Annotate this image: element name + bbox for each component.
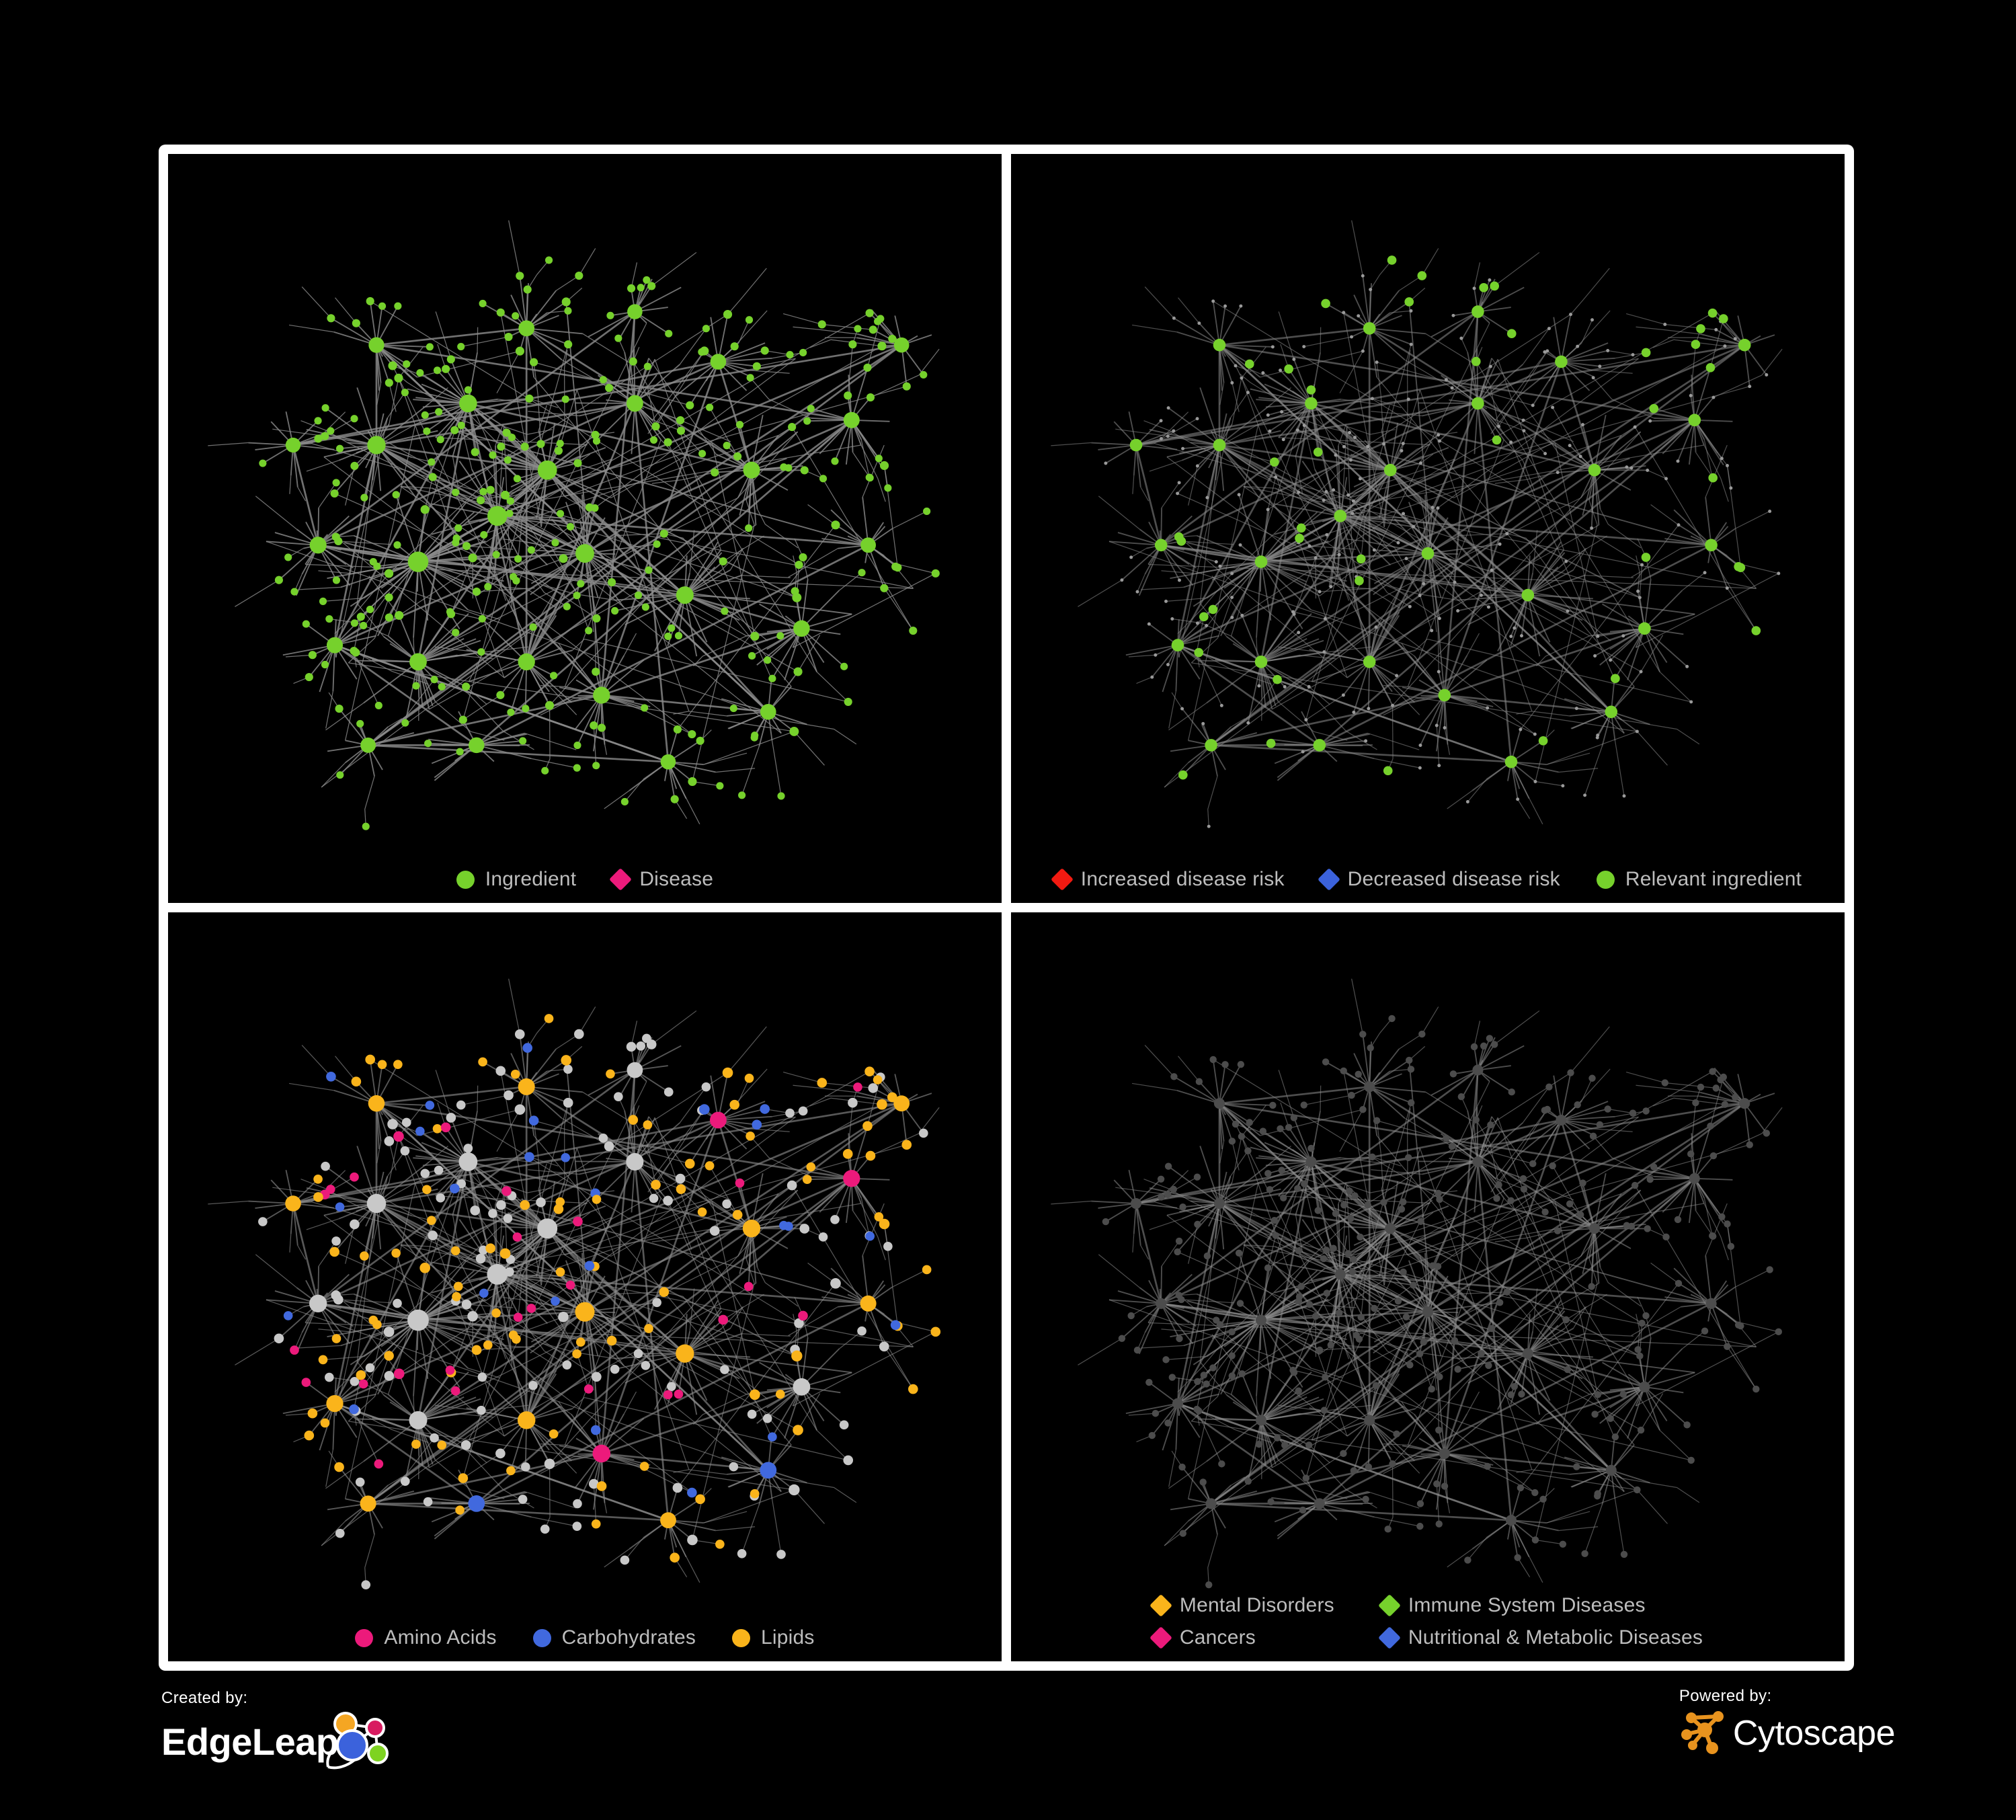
legend-item-increased-risk: Increased disease risk — [1050, 868, 1285, 891]
edgeleap-wordmark: EdgeLeap — [161, 1720, 339, 1763]
legend-item-mental-disorders: Mental Disorders — [1149, 1594, 1334, 1617]
legend-label-lipids: Lipids — [761, 1626, 815, 1649]
legend-item-amino-acids: Amino Acids — [355, 1628, 496, 1648]
legend-label-cancers: Cancers — [1179, 1626, 1256, 1649]
mental-disorders-marker-icon — [1149, 1594, 1172, 1617]
panel-ingredient-class[interactable]: Amino Acids Carbohydrates Lipids — [168, 912, 1002, 1661]
legend-label-ingredient: Ingredient — [485, 868, 577, 890]
disease-marker-icon — [609, 868, 633, 891]
decreased-risk-marker-icon — [1317, 868, 1340, 891]
edgeleap-logo-row: EdgeLeap — [161, 1709, 401, 1774]
legend-label-disease: Disease — [639, 868, 714, 890]
network-canvas-4[interactable] — [1011, 912, 1845, 1661]
legend-panel-3: Amino Acids Carbohydrates Lipids — [168, 1628, 1002, 1648]
relevant-ingredient-marker-icon — [1596, 870, 1615, 889]
panel-disease-class[interactable]: Mental Disorders Immune System Diseases … — [1011, 912, 1845, 1661]
metabolic-diseases-marker-icon — [1377, 1626, 1401, 1649]
legend-panel-2: Increased disease risk Decreased disease… — [1011, 868, 1845, 891]
created-by-label: Created by: — [161, 1689, 248, 1707]
ingredient-marker-icon — [456, 870, 475, 889]
network-canvas-2[interactable] — [1011, 154, 1845, 903]
amino-acids-marker-icon — [355, 1628, 374, 1647]
legend-panel-1: Ingredient Disease — [168, 868, 1002, 891]
legend-label-amino-acids: Amino Acids — [384, 1626, 497, 1649]
edgeleap-branding[interactable]: Created by: EdgeLeap — [161, 1689, 401, 1774]
legend-item-disease: Disease — [609, 868, 714, 891]
panel-disease-risk[interactable]: Increased disease risk Decreased disease… — [1011, 154, 1845, 903]
legend-label-mental-disorders: Mental Disorders — [1179, 1594, 1334, 1616]
legend-item-cancers: Cancers — [1149, 1626, 1334, 1649]
legend-item-ingredient: Ingredient — [456, 869, 576, 889]
figure-footer: Created by: EdgeLeap — [0, 1672, 2016, 1820]
immune-system-diseases-marker-icon — [1377, 1594, 1401, 1617]
cytoscape-logo-row: Cytoscape — [1679, 1707, 1896, 1759]
legend-item-lipids: Lipids — [732, 1628, 815, 1648]
panel-ingredient-disease[interactable]: Ingredient Disease — [168, 154, 1002, 903]
legend-label-immune-system-diseases: Immune System Diseases — [1408, 1594, 1646, 1616]
lipids-marker-icon — [732, 1628, 751, 1647]
figure-frame: Ingredient Disease Increased disease ris… — [159, 145, 1854, 1671]
edgeleap-node-graph-icon — [323, 1709, 401, 1774]
legend-label-metabolic-diseases: Nutritional & Metabolic Diseases — [1408, 1626, 1703, 1649]
legend-label-increased-risk: Increased disease risk — [1080, 868, 1285, 890]
legend-panel-4: Mental Disorders Immune System Diseases … — [1011, 1594, 1845, 1649]
cancers-marker-icon — [1149, 1626, 1172, 1649]
powered-by-label: Powered by: — [1679, 1687, 1772, 1705]
cytoscape-wordmark: Cytoscape — [1732, 1713, 1896, 1753]
carbohydrates-marker-icon — [532, 1628, 551, 1647]
cytoscape-branding[interactable]: Powered by: — [1679, 1687, 1896, 1759]
increased-risk-marker-icon — [1050, 868, 1074, 891]
legend-item-immune-system-diseases: Immune System Diseases — [1377, 1594, 1703, 1617]
legend-label-decreased-risk: Decreased disease risk — [1347, 868, 1560, 890]
legend-item-relevant-ingredient: Relevant ingredient — [1596, 868, 1802, 890]
network-canvas-1[interactable] — [168, 154, 1002, 903]
legend-label-carbohydrates: Carbohydrates — [561, 1626, 696, 1649]
legend-item-carbohydrates: Carbohydrates — [532, 1626, 696, 1649]
legend-item-metabolic-diseases: Nutritional & Metabolic Diseases — [1377, 1626, 1703, 1649]
network-canvas-3[interactable] — [168, 912, 1002, 1661]
legend-label-relevant-ingredient: Relevant ingredient — [1625, 868, 1802, 890]
legend-item-decreased-risk: Decreased disease risk — [1317, 868, 1560, 891]
cytoscape-node-graph-icon — [1679, 1707, 1729, 1759]
